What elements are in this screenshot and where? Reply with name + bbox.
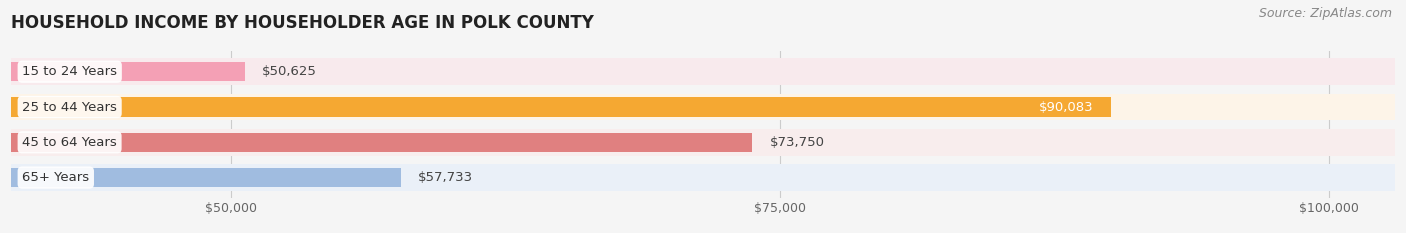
Text: $57,733: $57,733 <box>418 171 474 184</box>
Bar <box>11 164 1395 191</box>
Text: 45 to 64 Years: 45 to 64 Years <box>22 136 117 149</box>
Text: 15 to 24 Years: 15 to 24 Years <box>22 65 117 78</box>
Bar <box>11 97 1111 117</box>
Bar <box>11 168 401 187</box>
Bar <box>11 62 245 81</box>
Text: $73,750: $73,750 <box>770 136 825 149</box>
Text: 65+ Years: 65+ Years <box>22 171 90 184</box>
Bar <box>11 133 752 152</box>
Bar <box>11 129 1395 156</box>
Text: $90,083: $90,083 <box>1039 100 1094 113</box>
Bar <box>11 94 1395 120</box>
Text: 25 to 44 Years: 25 to 44 Years <box>22 100 117 113</box>
Text: Source: ZipAtlas.com: Source: ZipAtlas.com <box>1258 7 1392 20</box>
Bar <box>11 58 1395 85</box>
Text: HOUSEHOLD INCOME BY HOUSEHOLDER AGE IN POLK COUNTY: HOUSEHOLD INCOME BY HOUSEHOLDER AGE IN P… <box>11 14 595 32</box>
Text: $50,625: $50,625 <box>262 65 316 78</box>
